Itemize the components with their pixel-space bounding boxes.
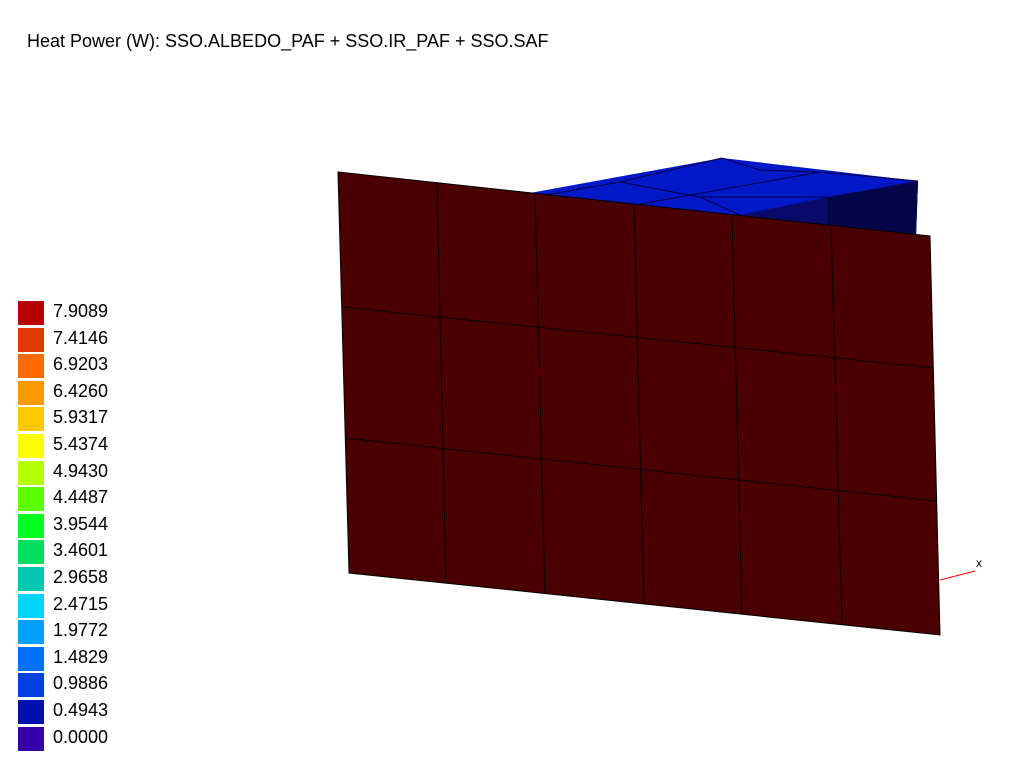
color-legend: 7.9089 7.4146 6.9203 6.4260 5.9317 5.4374 4.94… bbox=[18, 301, 158, 751]
legend-label: 0.0000 bbox=[53, 726, 109, 747]
legend-label: 6.9203 bbox=[53, 354, 109, 375]
legend-swatch bbox=[18, 726, 44, 751]
legend-label: 7.9089 bbox=[53, 301, 109, 321]
legend-swatch bbox=[18, 593, 44, 618]
legend-label: 7.4146 bbox=[53, 327, 109, 348]
legend-swatch bbox=[18, 487, 44, 512]
top-grid-lines bbox=[539, 157, 919, 228]
legend-label: 2.9658 bbox=[53, 567, 109, 587]
legend-swatch bbox=[18, 540, 44, 565]
legend-label: 0.9886 bbox=[53, 673, 109, 694]
legend-swatch bbox=[18, 460, 44, 485]
front-panel bbox=[337, 171, 941, 636]
legend-swatch bbox=[18, 620, 44, 645]
legend-label: 3.4601 bbox=[53, 540, 109, 561]
legend-label: 5.9317 bbox=[53, 407, 109, 428]
legend-label: 3.9544 bbox=[53, 513, 109, 534]
front-panel-outline bbox=[337, 171, 941, 636]
legend-swatch bbox=[18, 354, 44, 379]
legend-swatch bbox=[18, 673, 44, 698]
plot-title: Heat Power (W): SSO.ALBEDO_PAF + SSO.IR_… bbox=[27, 31, 549, 51]
legend-swatch bbox=[18, 301, 44, 325]
legend-swatch bbox=[18, 327, 44, 352]
legend-swatch bbox=[18, 513, 44, 538]
legend-swatch bbox=[18, 700, 44, 724]
legend-swatch bbox=[18, 407, 44, 432]
legend-label: 1.9772 bbox=[53, 620, 109, 641]
legend-label: 0.4943 bbox=[53, 700, 109, 720]
top-side-dark-face bbox=[828, 181, 918, 236]
x-axis-label: x bbox=[976, 556, 982, 570]
legend-label: 5.4374 bbox=[53, 434, 109, 454]
front-panel-grid bbox=[341, 182, 938, 626]
legend-label: 4.9430 bbox=[53, 460, 109, 481]
top-box bbox=[530, 157, 919, 236]
x-axis-line bbox=[939, 570, 976, 581]
legend-label: 1.4829 bbox=[53, 646, 109, 667]
legend-swatch bbox=[18, 567, 44, 591]
legend-swatch bbox=[18, 380, 44, 405]
legend-label: 2.4715 bbox=[53, 593, 109, 614]
legend-swatch bbox=[18, 646, 44, 671]
legend-label: 6.4260 bbox=[53, 380, 109, 401]
legend-swatch bbox=[18, 434, 44, 458]
legend-label: 4.4487 bbox=[53, 487, 109, 508]
